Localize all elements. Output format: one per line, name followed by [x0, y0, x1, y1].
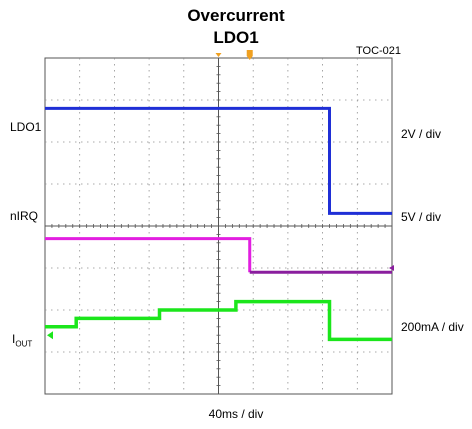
- chart-title-line1: Overcurrent: [187, 6, 285, 25]
- figure-id: TOC-021: [356, 45, 402, 57]
- time-scale-label: 40ms / div: [208, 407, 264, 421]
- nirq-channel-label: nIRQ: [10, 209, 39, 223]
- scope-grid: [44, 57, 393, 395]
- ldo1-channel-label: LDO1: [10, 120, 42, 134]
- chart-title-line2: LDO1: [213, 28, 259, 47]
- iout-channel-label: IOUT: [12, 332, 32, 351]
- nirq-scale-label: 5V / div: [401, 210, 442, 224]
- time-center-marker-icon: [215, 53, 222, 57]
- iout-trace: [45, 299, 392, 342]
- scope-traces: [45, 106, 392, 342]
- scope-markers: [47, 50, 394, 340]
- ldo1-scale-label: 2V / div: [401, 127, 442, 141]
- nirq-trace-high: [45, 237, 252, 273]
- trigger-marker-icon: [246, 50, 253, 60]
- iout-label-main: I: [12, 332, 16, 346]
- ldo1-trace: [45, 106, 392, 215]
- iout-scale-label: 200mA / div: [401, 320, 464, 334]
- iout-ground-marker-icon: [47, 331, 53, 340]
- iout-label-sub: OUT: [15, 339, 33, 349]
- nirq-level-marker-icon: [389, 265, 394, 271]
